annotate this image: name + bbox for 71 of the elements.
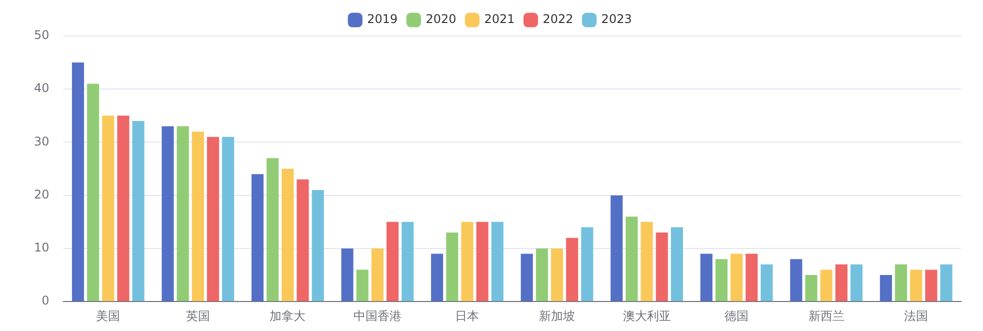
x-tick-label: 英国 — [186, 308, 210, 323]
bar — [252, 174, 264, 302]
bar — [940, 264, 952, 302]
bar — [850, 264, 863, 302]
bar — [746, 254, 758, 302]
bar — [610, 195, 623, 302]
bar — [880, 275, 892, 302]
legend-label: 2021 — [484, 12, 515, 26]
x-tick-label: 澳大利亚 — [622, 308, 671, 323]
bar — [730, 254, 743, 302]
x-tick-label: 新西兰 — [808, 308, 844, 323]
bar — [132, 120, 144, 302]
bar — [312, 190, 324, 302]
y-tick-label: 20 — [34, 187, 50, 202]
bar — [700, 254, 712, 302]
bar — [536, 248, 548, 302]
bar — [176, 126, 189, 302]
x-tick-label: 中国香港 — [353, 308, 402, 323]
bar — [192, 132, 204, 302]
y-tick-label: 50 — [34, 28, 50, 42]
bar — [790, 259, 802, 302]
bar — [222, 136, 234, 302]
legend-label: 2023 — [601, 12, 632, 26]
bar — [491, 222, 504, 302]
bar — [670, 227, 683, 302]
y-tick-label: 10 — [34, 240, 50, 255]
x-tick-label: 日本 — [455, 308, 480, 323]
x-tick-label: 法国 — [904, 308, 928, 323]
x-tick-label: 加拿大 — [270, 308, 306, 323]
bar — [640, 222, 653, 302]
x-tick-label: 美国 — [96, 308, 120, 323]
bar — [72, 62, 84, 302]
y-tick-label: 40 — [34, 81, 50, 96]
x-tick-label: 德国 — [724, 308, 749, 323]
bar — [925, 270, 938, 302]
bar — [550, 248, 564, 302]
bar — [102, 116, 114, 302]
bar — [162, 126, 174, 302]
bar — [895, 264, 908, 302]
bar — [402, 222, 414, 302]
bar — [431, 254, 444, 302]
bar — [581, 227, 594, 302]
bar — [461, 222, 474, 302]
bar — [446, 232, 458, 302]
y-tick-label: 0 — [42, 294, 50, 308]
bar — [206, 136, 220, 302]
bar — [282, 168, 294, 302]
bar — [520, 254, 533, 302]
bar — [341, 248, 354, 302]
bar — [371, 248, 384, 302]
bar — [760, 264, 773, 302]
legend-label: 2022 — [542, 12, 574, 26]
bar — [117, 116, 130, 302]
legend-label: 2019 — [367, 12, 398, 26]
bar — [805, 275, 818, 302]
bar — [476, 222, 488, 302]
bar — [87, 84, 100, 302]
bar — [386, 222, 399, 302]
bar — [656, 232, 668, 302]
bar — [356, 270, 368, 302]
bar — [835, 264, 848, 302]
bar — [566, 238, 578, 302]
bar — [626, 216, 638, 302]
bar — [296, 179, 309, 302]
x-tick-label: 新加坡 — [539, 308, 576, 323]
bar — [266, 158, 279, 302]
legend-label: 2020 — [426, 12, 456, 26]
bar — [715, 259, 728, 302]
bar — [820, 270, 832, 302]
bar — [910, 270, 922, 302]
y-tick-label: 30 — [34, 134, 50, 148]
